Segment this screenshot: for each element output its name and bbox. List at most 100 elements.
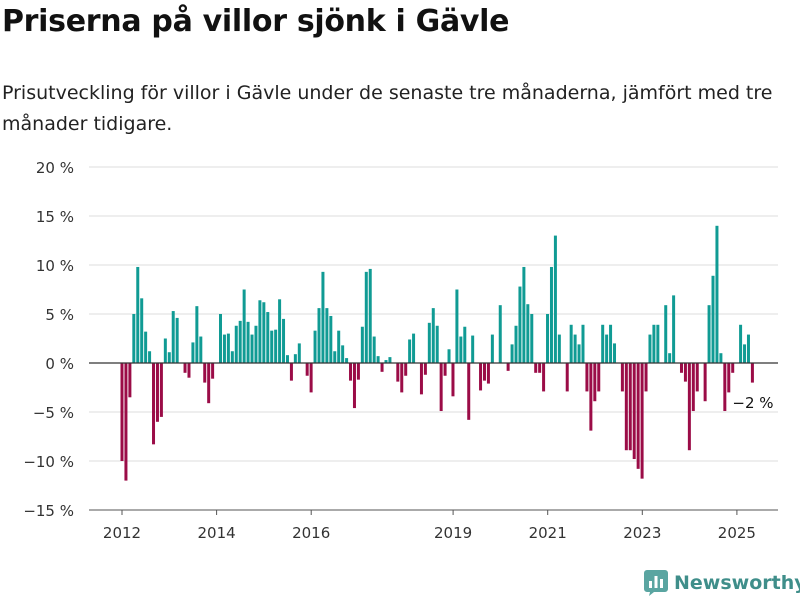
bar	[668, 353, 672, 363]
bar	[613, 343, 617, 363]
bar	[719, 353, 723, 363]
bar	[553, 235, 557, 363]
bar	[743, 344, 747, 363]
bar	[195, 306, 199, 363]
bar	[360, 326, 364, 363]
bar	[266, 312, 270, 363]
bar	[431, 308, 435, 363]
bar	[396, 363, 400, 382]
bar	[356, 363, 360, 380]
bar	[282, 318, 286, 363]
bar	[136, 266, 140, 363]
bar	[199, 336, 203, 363]
bar	[510, 344, 514, 363]
x-tick-label: 2016	[292, 524, 330, 542]
bar	[672, 295, 676, 363]
bar	[687, 363, 691, 451]
x-tick-label: 2019	[434, 524, 472, 542]
bar	[569, 324, 573, 363]
bar	[175, 317, 179, 363]
bar	[597, 363, 601, 392]
bar	[435, 325, 439, 363]
bar	[640, 363, 644, 479]
bar	[546, 314, 550, 363]
y-tick-label: 10 %	[36, 257, 74, 275]
bar-chart-logo-icon	[644, 570, 668, 596]
bar	[715, 225, 719, 363]
bar	[171, 311, 175, 363]
bar	[455, 289, 459, 363]
bar	[219, 314, 222, 363]
bar	[270, 330, 274, 363]
bar	[250, 334, 254, 363]
bar	[325, 308, 329, 363]
bar	[352, 363, 356, 409]
bar	[451, 363, 455, 397]
bar	[337, 330, 341, 363]
bar	[384, 360, 388, 363]
bar	[526, 304, 530, 363]
bar	[211, 363, 215, 379]
bar	[412, 333, 416, 363]
bar	[664, 305, 668, 363]
bar	[731, 363, 735, 373]
bar	[408, 339, 412, 363]
bar	[557, 334, 561, 363]
bar	[439, 363, 443, 412]
bar	[187, 363, 191, 378]
bar	[601, 324, 605, 363]
bar	[207, 363, 211, 404]
y-tick-label: 5 %	[45, 306, 74, 324]
bar	[152, 363, 156, 445]
brand-name: Newsworthy	[674, 572, 800, 594]
bar	[506, 363, 510, 371]
bar	[183, 363, 187, 373]
bar	[313, 330, 317, 363]
bar	[191, 342, 195, 363]
bar	[447, 349, 451, 363]
bar	[427, 322, 431, 363]
bar	[514, 325, 518, 363]
bar	[589, 363, 593, 431]
bar	[226, 333, 230, 363]
bar	[305, 363, 309, 376]
bar	[577, 344, 581, 363]
bar	[482, 363, 486, 381]
brand[interactable]: Newsworthy	[644, 569, 800, 597]
bar	[159, 363, 163, 417]
bar	[648, 334, 652, 363]
bar	[530, 314, 534, 363]
bar	[309, 363, 313, 393]
bar	[691, 363, 695, 412]
bar	[345, 358, 349, 363]
bar	[376, 356, 380, 363]
x-tick-label: 2014	[198, 524, 236, 542]
bar	[565, 363, 569, 392]
bar	[349, 363, 353, 381]
bar	[329, 315, 333, 363]
bar	[542, 363, 546, 392]
bar	[246, 321, 250, 363]
bar	[522, 266, 526, 363]
bar	[573, 334, 577, 363]
y-tick-label: −5 %	[33, 404, 74, 422]
bar	[683, 363, 687, 382]
bar	[293, 354, 297, 363]
bar	[636, 363, 640, 469]
bar	[632, 363, 636, 460]
y-tick-label: 0 %	[45, 355, 74, 373]
y-tick-label: −10 %	[23, 453, 74, 471]
bar	[419, 363, 423, 395]
bar	[750, 363, 754, 383]
bar	[652, 324, 656, 363]
bar	[155, 363, 159, 422]
bar	[593, 363, 597, 402]
bar	[711, 275, 715, 363]
bar	[549, 266, 553, 363]
bar	[258, 300, 262, 363]
x-tick-label: 2023	[623, 524, 661, 542]
bar	[679, 363, 683, 373]
bar	[132, 314, 136, 363]
bar	[644, 363, 648, 392]
